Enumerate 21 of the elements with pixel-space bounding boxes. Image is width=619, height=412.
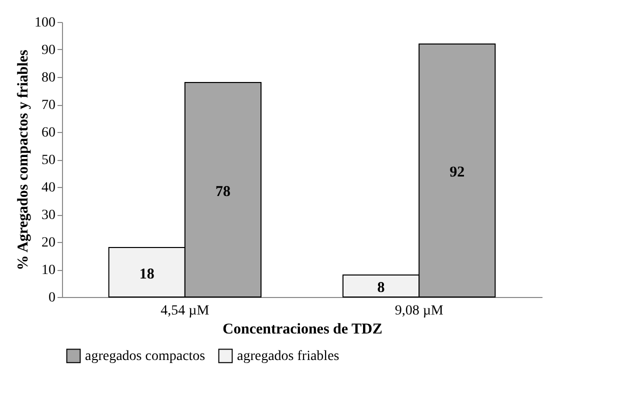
y-tick-label: 60 <box>42 126 56 140</box>
legend-label: agregados friables <box>237 348 340 364</box>
y-tick-label: 40 <box>42 180 56 196</box>
legend-label: agregados compactos <box>85 348 206 364</box>
y-tick-label: 80 <box>42 70 56 86</box>
data-label: 18 <box>139 266 154 282</box>
data-label: 92 <box>450 164 465 180</box>
y-axis-title: % Agregados compactos y friables <box>16 50 32 270</box>
x-tick-label: 9,08 µM <box>394 304 444 318</box>
data-label: 8 <box>377 280 385 296</box>
y-tick-label: 90 <box>42 43 56 58</box>
y-tick-label: 70 <box>42 98 56 113</box>
x-axis-title: Concentraciones de TDZ <box>222 322 382 338</box>
y-tick-label: 10 <box>42 263 56 278</box>
y-tick-label: 20 <box>42 236 56 250</box>
x-tick-label: 4,54 µM <box>160 304 210 318</box>
y-tick-label: 0 <box>48 290 56 306</box>
y-tick-label: 30 <box>42 208 56 223</box>
y-tick-label: 50 <box>42 153 56 168</box>
y-tick-label: 100 <box>34 16 56 30</box>
data-label: 78 <box>215 184 230 200</box>
